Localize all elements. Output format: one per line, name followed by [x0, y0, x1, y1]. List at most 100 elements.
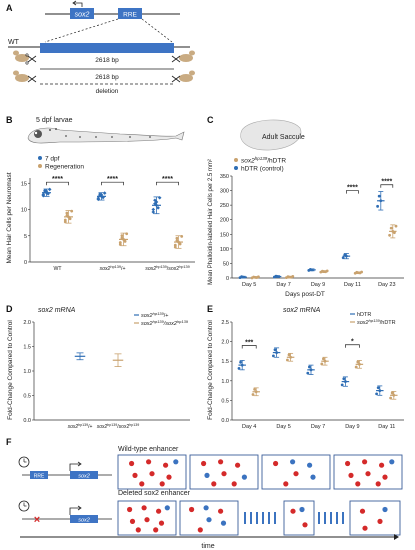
- hair-cell-dot: [135, 527, 141, 533]
- data-point: [125, 232, 129, 236]
- data-point: [322, 357, 325, 361]
- data-point: [175, 236, 179, 240]
- hair-cell-dot: [377, 518, 383, 525]
- y-tick-label: 0: [24, 260, 27, 266]
- wt-construct: RRE sox2: [18, 456, 112, 480]
- legend-het: sox2hp139/+: [141, 311, 169, 319]
- legend-mutant-hdtr: sox2hp139/hDTR: [357, 318, 396, 326]
- data-point: [376, 204, 379, 208]
- x-tick-label: Day 11: [344, 282, 361, 288]
- data-point: [272, 354, 275, 358]
- zebrafish-larva-icon: [27, 127, 185, 144]
- data-point: [237, 367, 241, 370]
- hair-cell-dot: [132, 472, 138, 478]
- panel-a-schematic: sox2 RRE WT 2618 bp: [8, 0, 195, 95]
- support-cell-dot: [204, 472, 210, 478]
- hair-cell-dot: [273, 460, 279, 467]
- x-tick-label: Day 5: [276, 424, 290, 430]
- hair-cell-dot: [166, 474, 172, 480]
- panel-b-ylabel: Mean Hair Cells per Neuromast: [6, 172, 13, 263]
- legend-control: hDTR (control): [241, 166, 284, 173]
- data-point: [354, 365, 358, 369]
- y-tick-label: 0.0: [23, 418, 31, 424]
- data-point: [96, 196, 101, 201]
- data-point: [254, 390, 258, 394]
- hair-cell-dot: [355, 481, 361, 487]
- cas9-scissor-icon: [171, 70, 195, 83]
- wt-enhancer-label: Wild-type enhancer: [118, 446, 179, 453]
- hair-cell-dot: [146, 459, 152, 465]
- panel-label-d: D: [6, 304, 13, 314]
- significance-label: *: [351, 339, 354, 346]
- time-gap-dash: [342, 512, 344, 524]
- significance-bracket: [380, 184, 394, 188]
- data-point: [240, 363, 244, 367]
- deletion-mark-icon: ×: [34, 514, 40, 526]
- time-gap-dash: [330, 512, 332, 524]
- data-point: [68, 217, 72, 221]
- x-tick-label: Day 23: [378, 282, 395, 288]
- time-gap-dash: [336, 512, 338, 524]
- y-tick-label: 0: [226, 276, 229, 282]
- y-tick-label: 2.5: [221, 320, 229, 326]
- hair-cell-dot: [144, 517, 150, 523]
- legend-hom: sox2hp139/sox2hp139: [141, 319, 189, 327]
- rre-element-label: RRE: [34, 474, 45, 480]
- hair-cell-dot: [211, 481, 217, 487]
- x-tick-label: sox2hp139/sox2hp139: [97, 423, 140, 430]
- data-point: [102, 191, 107, 195]
- data-point: [180, 234, 184, 238]
- y-tick-label: 2.0: [23, 320, 31, 326]
- support-cell-dot: [382, 506, 388, 513]
- data-point: [257, 275, 260, 279]
- significance-label: ****: [162, 176, 173, 183]
- panel-e-legend: hDTR sox2hp139/hDTR: [350, 312, 396, 326]
- hair-cell-dot: [362, 525, 368, 531]
- region-length: 2618 bp: [95, 57, 119, 64]
- data-point: [251, 393, 255, 396]
- x-tick-label: Day 11: [378, 424, 395, 430]
- chart-e: 0.0 0.5 1.0 1.5 2.0 2.5 *** Day 4 Day 5 Day 7 * Day…: [221, 320, 404, 430]
- data-point: [123, 239, 127, 243]
- legend-regeneration: Regeneration: [45, 164, 84, 171]
- hair-cell-dot: [365, 471, 371, 477]
- support-cell-dot: [206, 517, 212, 523]
- hair-cell-dot: [201, 460, 207, 467]
- data-point: [47, 187, 52, 192]
- panel-label-a: A: [6, 3, 13, 13]
- legend-swatch-regeneration: [38, 164, 42, 168]
- data-point: [154, 200, 159, 204]
- x-tick-label: Day 7: [311, 424, 325, 430]
- data-point: [308, 365, 311, 369]
- y-tick-label: 0.5: [221, 398, 229, 404]
- data-point: [377, 194, 381, 198]
- y-tick-label: 5: [24, 234, 27, 240]
- hair-cell-dot: [302, 522, 308, 528]
- x-tick-label: sox2hp139/+: [99, 265, 125, 272]
- del-box-3: [283, 500, 315, 536]
- chart-b: 0 5 10 15 **** WT **** sox2hp139/+ **** sox2hp139…: [21, 176, 195, 272]
- hair-cell-dot: [290, 508, 296, 514]
- support-cell-dot: [173, 459, 179, 465]
- data-point: [65, 211, 69, 215]
- data-point: [309, 368, 313, 372]
- data-point: [291, 275, 295, 278]
- support-cell-dot: [241, 474, 247, 480]
- significance-bracket: [156, 181, 179, 186]
- significance-label: ****: [347, 185, 358, 192]
- data-point: [286, 358, 289, 362]
- y-tick-label: 100: [220, 247, 229, 253]
- hair-cell-dot: [127, 506, 133, 513]
- data-point: [356, 360, 360, 364]
- data-point: [241, 275, 245, 279]
- data-point: [156, 206, 160, 210]
- panel-e-title: sox2 mRNA: [283, 307, 321, 314]
- panel-b-legend: 7 dpf Regeneration: [38, 156, 84, 171]
- hair-cell-dot: [156, 508, 162, 514]
- legend-swatch-control: [234, 166, 238, 170]
- panel-d-ylabel: Fold-Change Compared to Control: [7, 320, 14, 420]
- support-cell-dot: [307, 462, 313, 468]
- hair-cell-dot: [141, 505, 147, 511]
- deletion-length: 2618 bp: [95, 74, 119, 81]
- support-cell-dot: [220, 520, 227, 526]
